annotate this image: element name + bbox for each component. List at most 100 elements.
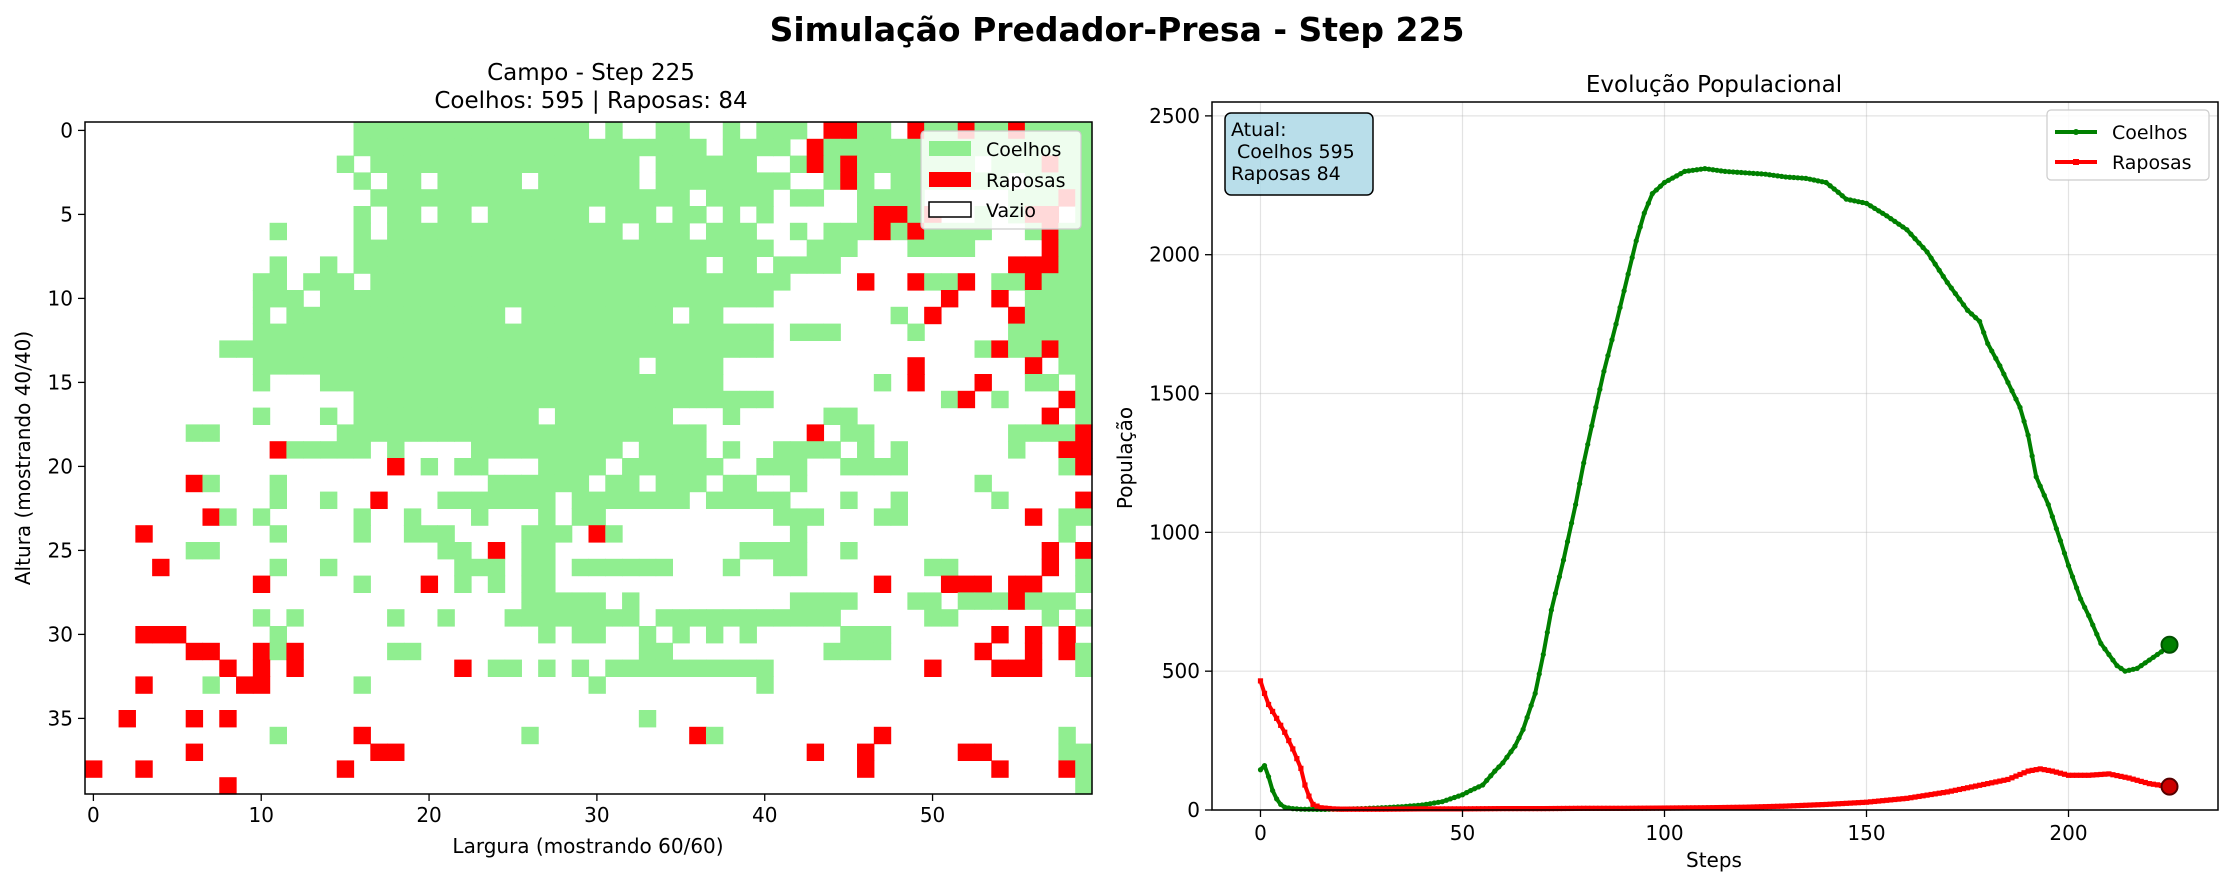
rabbit-cell: [890, 458, 908, 476]
rabbit-cell: [705, 323, 724, 341]
rabbit-cell: [890, 155, 908, 173]
rabbit-cell: [370, 138, 388, 157]
rabbit-cell: [873, 122, 892, 140]
rabbit-cell: [521, 726, 539, 745]
fox-cell: [1041, 256, 1060, 274]
rabbit-cell: [504, 155, 522, 173]
rabbit-cell: [672, 122, 690, 140]
data-point-raposas: [1609, 805, 1615, 811]
rabbit-cell: [739, 290, 757, 308]
data-point-coelhos: [1431, 800, 1437, 806]
rabbit-cell: [420, 323, 439, 341]
rabbit-cell: [739, 155, 757, 173]
rabbit-cell: [353, 508, 371, 526]
data-point-raposas: [1855, 800, 1862, 806]
field-y-tick-label: 25: [48, 538, 73, 562]
rabbit-cell: [756, 172, 774, 190]
data-point-raposas: [1314, 803, 1320, 809]
rabbit-cell: [622, 357, 640, 375]
rabbit-cell: [471, 222, 489, 241]
rabbit-cell: [722, 390, 741, 409]
rabbit-cell: [538, 609, 556, 627]
rabbit-cell: [403, 374, 422, 392]
rabbit-cell: [672, 155, 690, 173]
data-point-coelhos: [1504, 754, 1510, 760]
data-point-raposas: [2025, 768, 2031, 774]
rabbit-cell: [924, 239, 942, 257]
data-point-raposas: [1532, 806, 1538, 812]
data-point-coelhos: [1734, 169, 1740, 175]
data-point-coelhos: [1807, 176, 1813, 182]
rabbit-cell: [655, 441, 674, 459]
rabbit-cell: [722, 206, 741, 224]
rabbit-cell: [638, 407, 657, 425]
rabbit-cell: [571, 458, 590, 476]
rabbit-cell: [773, 508, 791, 526]
data-point-coelhos: [1884, 213, 1890, 219]
rabbit-cell: [588, 609, 606, 627]
data-point-raposas: [1960, 786, 1967, 792]
rabbit-cell: [1075, 575, 1093, 593]
rabbit-cell: [454, 323, 472, 341]
data-point-raposas: [1500, 806, 1506, 812]
data-point-coelhos: [1726, 169, 1732, 175]
rabbit-cell: [622, 558, 640, 577]
data-point-raposas: [1334, 806, 1340, 812]
data-point-coelhos: [1762, 171, 1769, 177]
data-point-coelhos: [1896, 221, 1902, 227]
rabbit-cell: [370, 239, 388, 257]
data-point-raposas: [1746, 804, 1752, 810]
data-point-coelhos: [1981, 329, 1987, 336]
rabbit-cell: [655, 407, 674, 425]
rabbit-cell: [622, 424, 640, 442]
rabbit-cell: [638, 189, 657, 207]
fox-cell: [588, 525, 606, 543]
data-point-raposas: [2033, 767, 2039, 773]
rabbit-cell: [622, 189, 640, 207]
rabbit-cell: [437, 122, 455, 140]
rabbit-cell: [437, 189, 455, 207]
data-point-raposas: [1310, 801, 1316, 808]
rabbit-cell: [420, 122, 439, 140]
rabbit-cell: [722, 491, 741, 509]
fox-cell: [806, 155, 825, 173]
rabbit-cell: [370, 273, 388, 291]
rabbit-cell: [471, 306, 489, 325]
data-point-coelhos: [1718, 168, 1724, 174]
data-point-coelhos: [2045, 501, 2051, 508]
data-point-raposas: [1257, 678, 1264, 684]
rabbit-cell: [538, 525, 556, 543]
data-point-raposas: [1815, 802, 1821, 808]
fox-cell: [1024, 508, 1043, 526]
rabbit-cell: [605, 256, 623, 274]
rabbit-cell: [840, 642, 858, 661]
rabbit-cell: [387, 407, 405, 425]
rabbit-cell: [504, 474, 522, 493]
data-point-coelhos: [1556, 574, 1563, 580]
fox-cell: [991, 760, 1009, 778]
rabbit-cell: [353, 290, 371, 308]
population-x-tick-label: 0: [1254, 821, 1267, 845]
field-x-tick-label: 40: [752, 803, 777, 827]
data-point-raposas: [1504, 806, 1510, 812]
rabbit-cell: [504, 239, 522, 257]
population-frame: [1211, 101, 2219, 811]
rabbit-cell: [437, 239, 455, 257]
data-point-coelhos: [1746, 170, 1752, 176]
data-point-raposas: [2001, 777, 2007, 783]
data-point-raposas: [1552, 805, 1559, 812]
data-point-coelhos: [1989, 348, 1995, 354]
rabbit-cell: [504, 407, 522, 425]
info-box-line2: Coelhos 595: [1231, 141, 1355, 163]
rabbit-cell: [319, 558, 338, 577]
data-point-coelhos: [1492, 768, 1498, 774]
population-x-tick-label: 50: [1450, 821, 1475, 845]
rabbit-cell: [588, 155, 606, 173]
rabbit-cell: [789, 458, 808, 476]
rabbit-cell: [1058, 340, 1076, 358]
fox-cell: [454, 659, 472, 677]
rabbit-cell: [1041, 290, 1060, 308]
data-point-raposas: [1358, 806, 1365, 812]
rabbit-cell: [487, 474, 506, 493]
rabbit-cell: [739, 609, 757, 627]
